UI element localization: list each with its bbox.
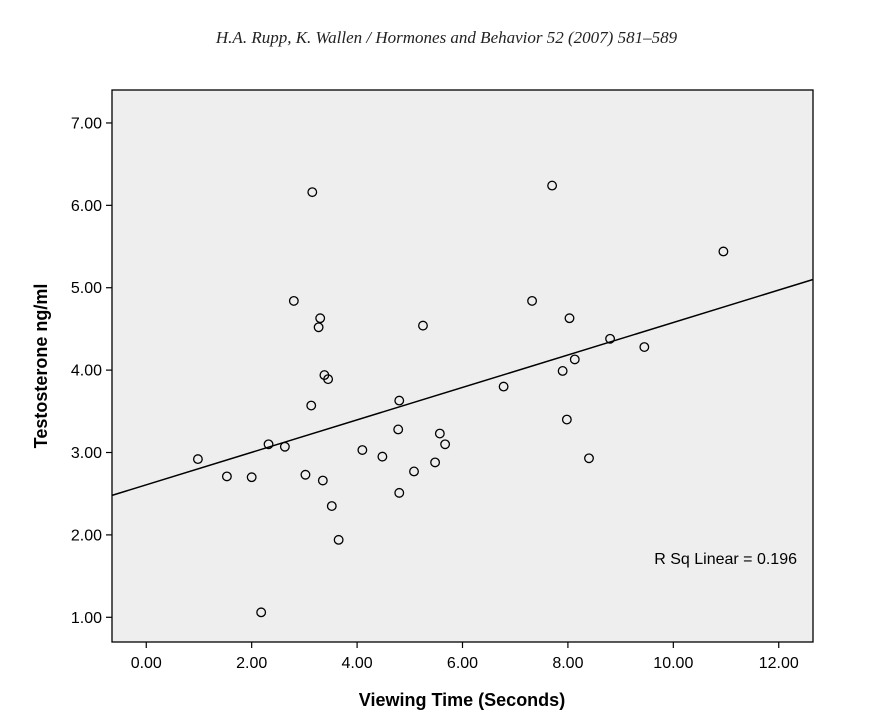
data-point [306, 400, 317, 411]
data-point [394, 395, 405, 406]
data-point [584, 453, 594, 464]
data-point [288, 295, 299, 306]
data-point [263, 439, 274, 450]
data-point [300, 469, 311, 480]
x-tick-label: 4.00 [342, 655, 373, 672]
data-point [326, 501, 337, 512]
data-points [192, 180, 729, 618]
data-point [315, 313, 326, 324]
plot-area [111, 89, 814, 643]
y-tick-label: 7.00 [71, 115, 102, 132]
data-point [221, 471, 232, 482]
y-tick-label: 3.00 [71, 445, 102, 462]
data-point [527, 295, 538, 306]
data-point [605, 333, 616, 344]
data-point [409, 466, 419, 477]
data-point [430, 457, 441, 468]
data-point [498, 381, 509, 392]
regression-line [111, 278, 814, 497]
x-tick-label: 8.00 [552, 655, 583, 672]
y-tick-label: 1.00 [71, 610, 102, 627]
y-axis-ticks: 1.00 2.00 3.00 4.00 5.00 6.00 7.00 [71, 115, 112, 627]
data-point [393, 424, 404, 435]
data-point [192, 454, 203, 465]
data-point [317, 475, 328, 486]
data-point [377, 451, 388, 462]
data-point [279, 441, 290, 452]
citation-header: H.A. Rupp, K. Wallen / Hormones and Beha… [215, 28, 678, 47]
r-squared-annotation: R Sq Linear = 0.196 [654, 551, 797, 568]
y-tick-label: 4.00 [71, 363, 102, 380]
data-point [561, 414, 572, 425]
data-point [333, 534, 344, 545]
y-tick-label: 6.00 [71, 198, 102, 215]
data-point [307, 187, 318, 198]
data-point [256, 607, 267, 618]
y-tick-label: 2.00 [71, 527, 102, 544]
data-point [394, 487, 405, 498]
x-axis-title: Viewing Time (Seconds) [359, 690, 565, 710]
data-point [418, 320, 428, 331]
x-axis-ticks: 0.00 2.00 4.00 6.00 8.00 10.00 12.00 [131, 642, 799, 672]
data-point [569, 354, 580, 365]
data-point [718, 246, 729, 257]
data-point [557, 365, 568, 376]
data-point [639, 342, 650, 353]
data-point [434, 428, 445, 439]
y-axis-title: Testosterone ng/ml [31, 284, 51, 449]
y-tick-label: 5.00 [71, 280, 102, 297]
x-tick-label: 12.00 [759, 655, 799, 672]
x-tick-label: 10.00 [653, 655, 693, 672]
data-point [246, 472, 257, 483]
data-point [547, 180, 558, 191]
data-point [440, 439, 451, 450]
data-point [323, 374, 334, 385]
x-tick-label: 0.00 [131, 655, 162, 672]
data-point [564, 313, 575, 324]
fit-line-layer [111, 278, 814, 497]
x-tick-label: 2.00 [236, 655, 267, 672]
data-point [313, 322, 324, 333]
data-point [357, 445, 368, 455]
x-tick-label: 6.00 [447, 655, 478, 672]
